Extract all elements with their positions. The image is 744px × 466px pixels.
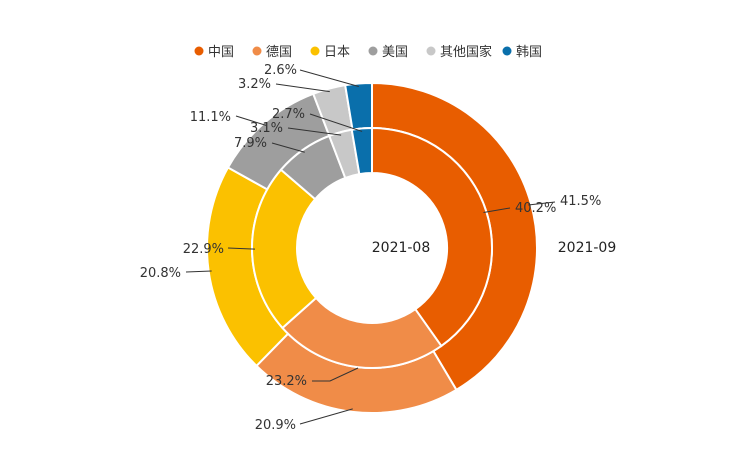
outer-leader-1	[299, 408, 353, 425]
legend-label-1: 德国	[266, 45, 292, 60]
outer-leader-5	[299, 69, 359, 88]
legend-marker-2	[310, 46, 320, 56]
outer-leader-4	[275, 83, 330, 93]
inner-slice-0	[371, 126, 493, 348]
inner-slice-5	[350, 126, 373, 176]
outer-value-label-2: 20.8%	[140, 266, 181, 281]
legend-label-3: 美国	[382, 45, 408, 60]
outer-value-label-5: 2.6%	[264, 63, 297, 78]
leader-lines	[185, 69, 556, 425]
inner-value-label-1: 23.2%	[266, 374, 307, 389]
outer-value-label-1: 20.9%	[255, 418, 296, 433]
legend-marker-3	[368, 46, 378, 56]
inner-value-label-2: 22.9%	[183, 242, 224, 257]
outer-value-label-4: 3.2%	[238, 77, 271, 92]
legend-label-5: 韩国	[516, 45, 542, 60]
inner-value-label-4: 3.1%	[250, 121, 283, 136]
legend-marker-5	[502, 46, 512, 56]
inner-leader-3	[271, 142, 305, 153]
inner-ring	[251, 126, 493, 369]
value-labels: 40.2% 23.2% 22.9% 7.9%3.1%2.7% 41.5% 20.9% 20.…	[140, 63, 602, 433]
inner-value-label-5: 2.7%	[272, 107, 305, 122]
legend-label-4: 其他国家	[440, 44, 492, 60]
legend-marker-1	[252, 46, 262, 56]
outer-ring	[206, 81, 538, 414]
legend-label-0: 中国	[208, 45, 234, 60]
legend: 中国 德国 日本 美国 其他国家 韩国	[194, 44, 542, 60]
outer-leader-3	[235, 115, 267, 126]
inner-leader-4	[287, 127, 342, 136]
legend-label-2: 日本	[324, 45, 350, 60]
outer-value-label-0: 41.5%	[560, 194, 601, 209]
legend-marker-4	[426, 46, 436, 56]
legend-marker-0	[194, 46, 204, 56]
inner-leader-1	[312, 367, 359, 382]
outer-ring-label: 2021-09	[558, 240, 617, 256]
inner-ring-label: 2021-08	[372, 240, 431, 256]
outer-leader-0	[528, 201, 556, 206]
inner-leader-2	[227, 247, 256, 250]
outer-value-label-3: 11.1%	[190, 110, 231, 125]
inner-leader-0	[483, 207, 511, 214]
inner-leader-5	[309, 113, 363, 132]
inner-value-label-0: 40.2%	[515, 201, 556, 216]
inner-value-label-3: 7.9%	[234, 136, 267, 151]
outer-leader-2	[185, 270, 212, 273]
